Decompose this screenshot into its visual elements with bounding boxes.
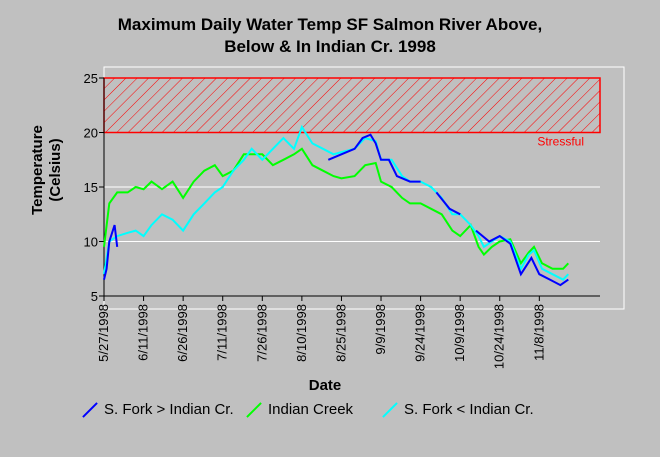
x-tick-label: 11/8/1998 [531, 304, 546, 361]
y-tick-label: 5 [91, 289, 98, 304]
legend-swatch-green [246, 402, 262, 418]
x-axis-label: Date [309, 377, 342, 394]
series-line-1 [103, 147, 570, 270]
legend-label: S. Fork < Indian Cr. [404, 401, 534, 418]
series-lines [103, 124, 570, 287]
x-tick-label: 7/26/1998 [254, 304, 269, 362]
chart-title-line-1: Maximum Daily Water Temp SF Salmon River… [117, 15, 543, 34]
x-ticks: 5/27/1998 6/11/1998 6/26/1998 7/11/1998 7/26… [96, 296, 546, 369]
x-tick-label: 8/10/1998 [294, 304, 309, 362]
chart-title-line-2: Below & In Indian Cr. 1998 [224, 37, 436, 56]
y-tick-label: 15 [84, 180, 98, 195]
y-axis-label-line-1: Temperature [29, 125, 46, 215]
legend: S. Fork > Indian Cr. Indian Creek S. For… [0, 400, 660, 450]
chart-canvas: Stressful 5 10 15 20 25 5/27/1998 6/11/1998 6/… [29, 66, 625, 394]
y-tick-label: 20 [84, 126, 98, 141]
y-axis-label-line-2: (Celsius) [47, 138, 64, 201]
series-line-0 [327, 133, 421, 183]
series-line-0 [435, 191, 461, 216]
x-tick-label: 9/9/1998 [373, 304, 388, 355]
y-tick-label: 25 [84, 71, 98, 86]
legend-swatch-blue [82, 402, 98, 418]
stressful-label: Stressful [537, 135, 584, 149]
x-tick-label: 6/26/1998 [175, 304, 190, 362]
y-ticks: 5 10 15 20 25 [84, 71, 104, 304]
chart-title: Maximum Daily Water Temp SF Salmon River… [0, 14, 660, 58]
series-line-0 [103, 224, 119, 280]
y-tick-label: 10 [84, 235, 98, 250]
x-tick-label: 10/24/1998 [492, 304, 507, 369]
stressful-band [103, 77, 601, 134]
x-tick-label: 5/27/1998 [96, 304, 111, 362]
legend-label: Indian Creek [268, 401, 354, 418]
x-tick-label: 7/11/1998 [215, 304, 230, 361]
x-tick-label: 8/25/1998 [333, 304, 348, 362]
x-tick-label: 6/11/1998 [136, 304, 151, 361]
series-line-0 [475, 229, 569, 287]
x-tick-label: 10/9/1998 [452, 304, 467, 362]
x-tick-label: 9/24/1998 [413, 304, 428, 362]
legend-label: S. Fork > Indian Cr. [104, 401, 234, 418]
